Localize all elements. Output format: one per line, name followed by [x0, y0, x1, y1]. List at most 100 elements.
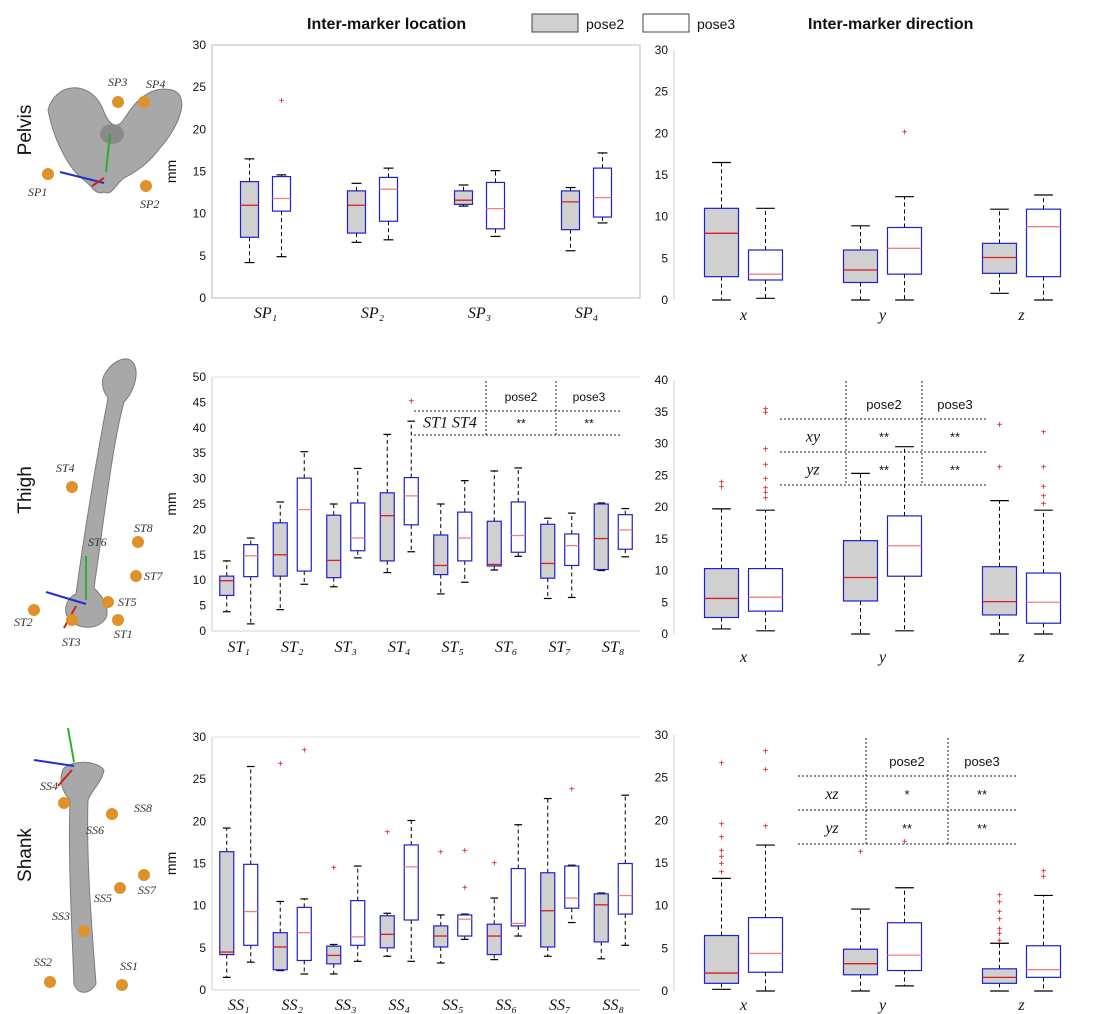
box-pose3-3: +++++: [1025, 427, 1062, 635]
box-pose2-8: [593, 502, 609, 572]
table-header: pose2: [866, 397, 901, 412]
iqr-box: [403, 844, 419, 921]
outlier-mark: +: [997, 891, 1003, 902]
iqr-box: [747, 567, 784, 612]
iqr-box: [457, 511, 473, 562]
table-row-label: xz: [824, 786, 839, 803]
y-tick-label: 25: [193, 80, 207, 94]
iqr-box: [842, 948, 879, 976]
iqr-box: [272, 932, 288, 971]
marker-label-ss7: SS7: [138, 883, 157, 897]
row-label-thigh: Thigh: [15, 466, 36, 514]
marker-st7: [130, 570, 142, 582]
chart-pelvis-location: 0 5 10 15 20 25 30 mm SP₁ + SP₂ SP₃ SP₄: [163, 38, 641, 322]
box-pose3-7: [564, 512, 580, 599]
outlier-mark: +: [1041, 499, 1047, 510]
iqr-box: [433, 534, 449, 576]
category-label: SS₄: [388, 997, 410, 1014]
iqr-box: [219, 575, 235, 597]
box-pose3-8: [617, 794, 633, 946]
outlier-mark: +: [569, 784, 575, 795]
box-pose2-4: [560, 186, 581, 252]
y-tick-label: 20: [655, 126, 669, 140]
legend-label-pose2: pose2: [586, 16, 624, 32]
outlier-mark: +: [331, 863, 337, 874]
iqr-box: [703, 567, 740, 619]
box-pose2-2: +: [272, 759, 288, 972]
iqr-box: [540, 872, 556, 948]
iqr-box: [403, 476, 419, 526]
box-pose3-3: [1025, 194, 1062, 301]
marker-label-st7: ST7: [144, 569, 164, 583]
marker-label-sp2: SP2: [140, 197, 159, 211]
outlier-mark: +: [1041, 872, 1047, 883]
iqr-box: [886, 922, 923, 972]
iqr-box: [296, 906, 312, 962]
y-tick-label: 25: [193, 497, 207, 511]
outlier-mark: +: [763, 746, 769, 757]
y-tick-label: 10: [193, 899, 207, 913]
y-tick-label: 25: [655, 771, 669, 785]
outlier-mark: +: [997, 936, 1003, 947]
iqr-box: [243, 544, 259, 578]
box-pose2-3: +++++++: [981, 891, 1018, 992]
table-cell: **: [977, 821, 987, 836]
category-label: ST₂: [281, 639, 304, 656]
row-label-pelvis: Pelvis: [15, 105, 36, 156]
outlier-mark: +: [997, 907, 1003, 918]
y-tick-label: 15: [193, 165, 207, 179]
iqr-box: [457, 914, 473, 937]
femur-bone: [65, 358, 137, 628]
iqr-box: [378, 176, 399, 222]
box-pose2-3: [326, 503, 342, 588]
iqr-box: [326, 514, 342, 579]
category-label: x: [739, 307, 747, 324]
table-cell: **: [902, 821, 912, 836]
marker-label-ss4: SS4: [40, 779, 58, 793]
box-pose3-1: [243, 765, 259, 963]
table-row-label: yz: [823, 820, 839, 837]
axis-blue: [45, 591, 87, 605]
outlier-mark: +: [763, 493, 769, 504]
outlier-mark: +: [763, 483, 769, 494]
iqr-box: [243, 863, 259, 946]
y-tick-label: 15: [655, 168, 669, 182]
axis-blue: [33, 759, 75, 767]
category-label: z: [1017, 649, 1025, 666]
outlier-mark: +: [997, 420, 1003, 431]
box-pose3-1: ++++++++: [747, 405, 784, 632]
box-pose2-1: [219, 560, 235, 613]
outlier-mark: +: [462, 846, 468, 857]
category-label: SP₂: [361, 305, 385, 322]
marker-ss5: [114, 882, 126, 894]
outlier-mark: +: [384, 827, 390, 838]
outlier-mark: +: [763, 474, 769, 485]
y-tick-label: 30: [193, 38, 207, 52]
category-label: SS₆: [495, 997, 517, 1014]
y-tick-label: 40: [193, 421, 207, 435]
box-pose3-3: [350, 865, 366, 962]
y-tick-label: 0: [199, 624, 206, 638]
y-tick-label: 5: [199, 599, 206, 613]
iqr-box: [593, 893, 609, 943]
legend-swatch-pose3: [642, 13, 690, 33]
y-tick-label: 15: [655, 856, 669, 870]
outlier-mark: +: [763, 445, 769, 456]
category-label: y: [877, 997, 887, 1014]
box-pose2-7: [540, 797, 556, 957]
iqr-box: [379, 492, 395, 562]
table-cell: **: [584, 416, 594, 430]
category-label: z: [1017, 307, 1025, 324]
marker-label-sp4: SP4: [146, 77, 165, 91]
iqr-box: [272, 522, 288, 577]
y-tick-label: 5: [199, 941, 206, 955]
category-label: ST₆: [495, 639, 517, 656]
thigh-illustration: ST4 ST8 ST6 ST7 ST5 ST2 ST3 ST1: [14, 358, 164, 649]
outlier-mark: +: [763, 821, 769, 832]
box-pose2-4: [379, 433, 395, 574]
marker-label-sp1: SP1: [28, 185, 47, 199]
axis-green: [105, 133, 111, 173]
marker-ss2: [44, 976, 56, 988]
box-pose3-2: +: [886, 128, 923, 301]
box-pose2-2: +: [842, 847, 879, 992]
